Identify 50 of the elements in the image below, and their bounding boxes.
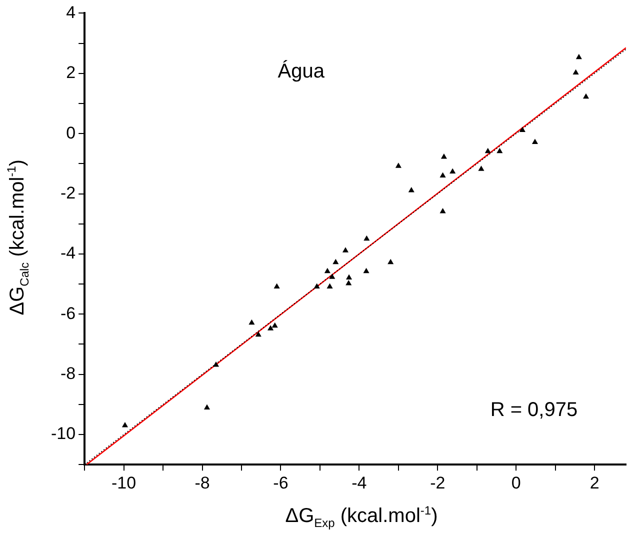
y-tick-label: 4	[66, 2, 76, 22]
y-tick-label: 2	[66, 63, 76, 82]
point	[342, 247, 349, 252]
point	[329, 274, 336, 279]
point	[408, 186, 414, 192]
point	[122, 422, 128, 428]
x-tick-label: -2	[430, 473, 446, 492]
x-tick-label: -10	[112, 473, 136, 492]
point	[272, 322, 278, 328]
y-tick-label: -4	[60, 244, 76, 263]
annotation: R = 0,975	[490, 398, 578, 421]
point	[204, 404, 210, 410]
x-tick-label: -6	[273, 473, 288, 492]
annotation: Água	[278, 59, 326, 82]
point	[346, 274, 352, 280]
point	[532, 138, 538, 144]
y-tick-label: -6	[60, 304, 76, 323]
x-tick-label: 2	[590, 473, 600, 492]
y-tick-label: -8	[60, 364, 76, 384]
point	[496, 148, 503, 154]
x-tick-label: 0	[511, 473, 521, 492]
point	[346, 280, 352, 286]
point	[248, 319, 255, 325]
point	[388, 258, 394, 264]
x-tick-label: -4	[352, 473, 367, 492]
point	[484, 148, 491, 154]
point	[274, 283, 280, 288]
y-tick-label: -10	[50, 424, 76, 444]
point	[440, 208, 446, 214]
point	[519, 126, 526, 132]
x-tick-label: -8	[194, 473, 210, 492]
point	[440, 172, 446, 178]
y-tick-label: -2	[60, 183, 76, 202]
point	[332, 258, 339, 264]
point	[576, 54, 582, 60]
point	[364, 235, 370, 241]
point	[324, 268, 330, 274]
point	[326, 283, 333, 288]
x-axis-title: ΔG$_{Exp}$ (kcal.mol$^{-1}$)	[284, 503, 438, 530]
point	[582, 93, 590, 99]
point	[255, 331, 262, 337]
point	[450, 168, 456, 174]
point	[478, 166, 484, 171]
point	[268, 325, 274, 330]
point	[314, 283, 320, 288]
point	[395, 162, 402, 168]
point	[572, 69, 579, 75]
point	[363, 268, 370, 274]
y-tick-label: 0	[66, 123, 76, 142]
point	[440, 154, 447, 159]
